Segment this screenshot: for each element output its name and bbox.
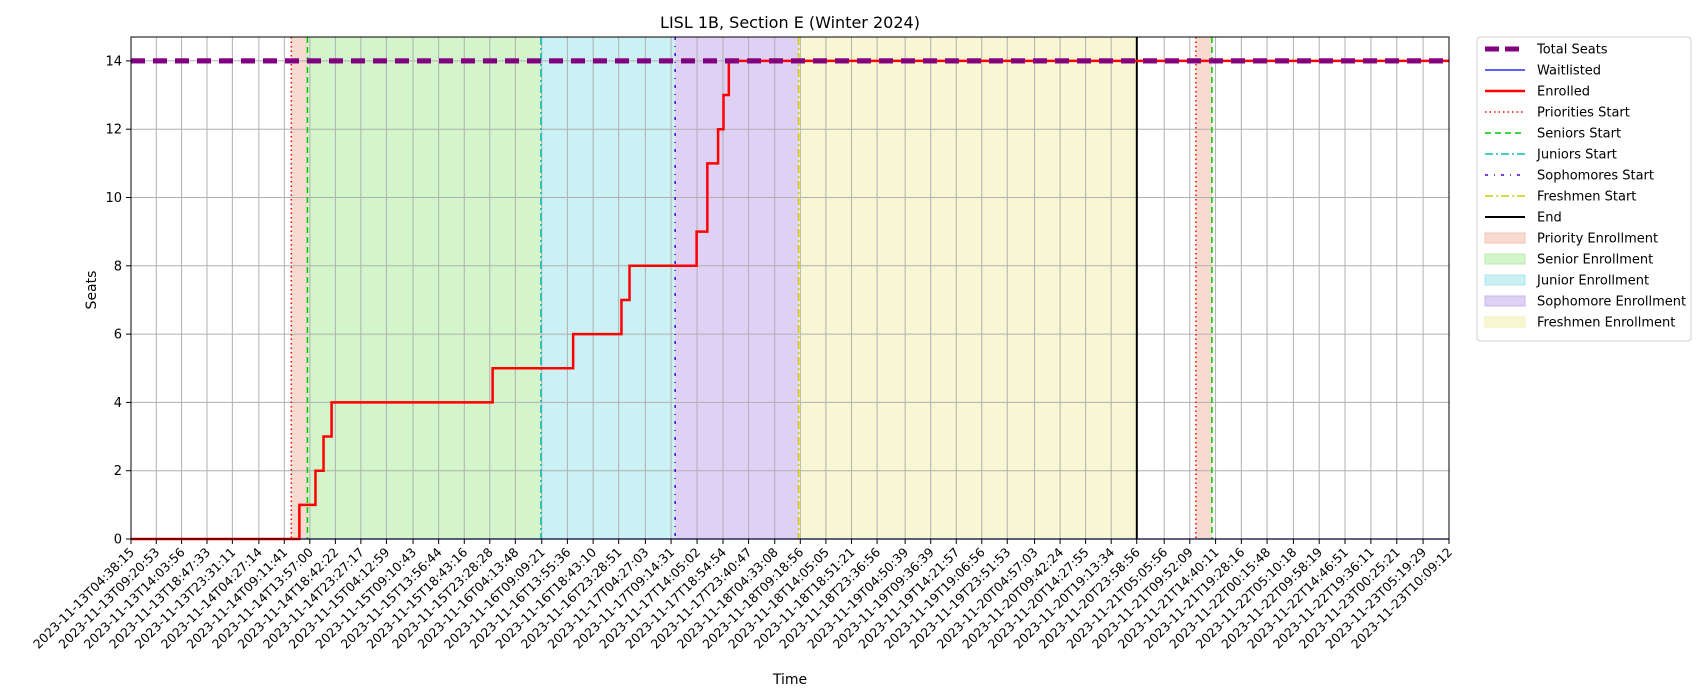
legend-label: Seniors Start bbox=[1537, 127, 1621, 142]
legend: Total Seats Waitlisted Enrolled Priorities … bbox=[1477, 37, 1691, 341]
y-tick-label: 6 bbox=[114, 328, 122, 343]
legend-swatch bbox=[1485, 254, 1525, 264]
legend-label: Sophomore Enrollment bbox=[1537, 295, 1686, 310]
legend-label: Freshmen Enrollment bbox=[1537, 316, 1675, 331]
legend-label: Sophomores Start bbox=[1537, 169, 1654, 184]
legend-swatch bbox=[1485, 296, 1525, 306]
period-band bbox=[541, 37, 675, 539]
legend-label: Juniors Start bbox=[1536, 148, 1617, 163]
chart-title: LISL 1B, Section E (Winter 2024) bbox=[660, 13, 920, 32]
y-tick-label: 2 bbox=[114, 464, 122, 479]
period-band bbox=[1196, 37, 1212, 539]
y-tick-label: 0 bbox=[114, 533, 122, 548]
legend-label: Freshmen Start bbox=[1537, 190, 1636, 205]
legend-swatch bbox=[1485, 317, 1525, 327]
legend-label: Senior Enrollment bbox=[1537, 253, 1653, 268]
legend-label: Enrolled bbox=[1537, 85, 1590, 100]
y-tick-label: 14 bbox=[105, 54, 122, 69]
y-tick-label: 8 bbox=[114, 259, 122, 274]
legend-label: End bbox=[1537, 211, 1562, 226]
legend-swatch bbox=[1485, 233, 1525, 243]
legend-label: Priorities Start bbox=[1537, 106, 1630, 121]
legend-label: Total Seats bbox=[1536, 43, 1608, 58]
enrollment-period-shading bbox=[291, 37, 1212, 539]
x-axis-label: Time bbox=[772, 672, 807, 688]
legend-label: Priority Enrollment bbox=[1537, 232, 1658, 247]
y-tick-label: 12 bbox=[105, 123, 122, 138]
period-band bbox=[307, 37, 541, 539]
period-band bbox=[675, 37, 798, 539]
y-tick-label: 4 bbox=[114, 396, 122, 411]
period-band bbox=[291, 37, 307, 539]
legend-swatch bbox=[1485, 275, 1525, 285]
legend-label: Waitlisted bbox=[1537, 64, 1601, 79]
y-axis-label: Seats bbox=[84, 271, 100, 310]
legend-label: Junior Enrollment bbox=[1536, 274, 1649, 289]
y-tick-label: 10 bbox=[105, 191, 122, 206]
